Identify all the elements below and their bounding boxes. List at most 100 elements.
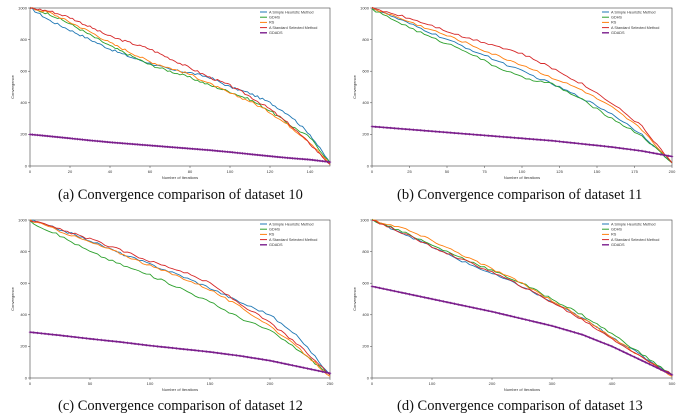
- marker-point: [419, 295, 422, 298]
- marker-point: [316, 159, 319, 162]
- marker-point: [71, 137, 74, 140]
- marker-point: [126, 142, 129, 145]
- marker-point: [242, 355, 245, 358]
- y-tick-label: 400: [362, 312, 369, 317]
- marker-point: [385, 288, 389, 291]
- marker-point: [569, 141, 572, 144]
- marker-point: [173, 146, 177, 149]
- marker-point: [188, 147, 192, 150]
- marker-point: [449, 131, 452, 134]
- marker-point: [640, 359, 644, 362]
- marker-point: [176, 146, 179, 149]
- series-line-a-standard-selected-method: [371, 6, 673, 164]
- marker-point: [111, 339, 114, 343]
- marker-point: [311, 158, 314, 162]
- x-tick-label: 75: [482, 169, 487, 174]
- marker-point: [121, 142, 124, 145]
- marker-point: [554, 139, 557, 143]
- marker-point: [261, 154, 264, 157]
- marker-point: [146, 144, 149, 147]
- marker-point: [73, 335, 77, 339]
- marker-point: [505, 313, 509, 317]
- marker-point: [208, 350, 212, 354]
- y-tick-label: 800: [20, 37, 27, 42]
- chart-a: 0 20 40 60 80 100 120 140 0 200 400 600 800 1000 Numbe…: [10, 5, 332, 180]
- marker-point: [670, 155, 674, 158]
- x-axis-label: Number of Iterations: [504, 175, 540, 180]
- marker-point: [328, 372, 332, 375]
- marker-point: [550, 324, 554, 328]
- marker-point: [532, 320, 535, 323]
- chart-panel-c: 0 50 100 150 200 250 0 200 400 600 800 1000 Number o…: [0, 212, 343, 394]
- marker-point: [520, 137, 524, 140]
- marker-point: [31, 133, 34, 136]
- marker-point: [276, 361, 279, 364]
- legend-entry: GDADS: [269, 243, 283, 247]
- y-tick-label: 600: [20, 281, 27, 286]
- marker-point: [595, 339, 599, 342]
- marker-point: [62, 334, 65, 337]
- marker-point: [141, 343, 144, 346]
- marker-point: [288, 156, 292, 160]
- legend-entry: GDHS: [611, 16, 622, 20]
- x-tick-label: 140: [307, 169, 314, 174]
- marker-point: [306, 367, 309, 370]
- marker-point: [310, 368, 313, 371]
- marker-point: [148, 344, 152, 347]
- marker-point: [63, 136, 67, 140]
- marker-point: [263, 154, 267, 157]
- marker-point: [303, 158, 307, 161]
- marker-point: [28, 330, 32, 334]
- series-line-a-simple-heuristic-method: [371, 219, 673, 376]
- marker-point: [659, 153, 662, 156]
- marker-point: [182, 347, 185, 351]
- marker-point: [55, 333, 58, 337]
- marker-point: [66, 136, 69, 140]
- marker-point: [464, 304, 467, 308]
- marker-point: [141, 143, 144, 147]
- marker-point: [502, 313, 505, 316]
- y-tick-label: 400: [20, 312, 27, 317]
- marker-point: [427, 129, 430, 133]
- marker-point: [88, 337, 92, 341]
- marker-point: [442, 130, 445, 134]
- marker-point: [212, 351, 215, 354]
- legend-entry: RS: [611, 233, 617, 237]
- marker-point: [438, 130, 441, 134]
- chart-d: 0 100 200 300 400 500 0 200 400 600 800 1000 Number …: [352, 217, 676, 392]
- marker-point: [103, 339, 107, 342]
- marker-point: [295, 364, 298, 368]
- y-tick-label: 1000: [18, 217, 28, 222]
- marker-point: [577, 332, 580, 335]
- marker-point: [528, 137, 531, 141]
- marker-point: [430, 297, 434, 301]
- chart-b: 0 25 50 75 100 125 150 175 200 0 200 400 600 800 1000 N…: [352, 5, 676, 180]
- marker-point: [51, 333, 54, 336]
- marker-point: [51, 135, 54, 138]
- marker-point: [145, 343, 148, 347]
- marker-point: [580, 333, 584, 336]
- marker-point: [193, 349, 197, 352]
- marker-point: [490, 310, 494, 313]
- marker-point: [178, 146, 182, 150]
- marker-point: [603, 145, 606, 148]
- marker-point: [483, 134, 486, 137]
- marker-point: [58, 334, 62, 337]
- marker-point: [498, 312, 501, 315]
- marker-point: [223, 352, 227, 356]
- legend-entry: GDHS: [611, 228, 622, 232]
- marker-point: [667, 371, 670, 375]
- legend-entry: A Simple Heuristic Method: [611, 10, 656, 14]
- marker-point: [278, 155, 282, 159]
- series-line-a-simple-heuristic-method: [371, 8, 673, 164]
- marker-point: [573, 141, 576, 145]
- marker-point: [513, 136, 516, 139]
- marker-point: [419, 129, 422, 132]
- marker-point: [287, 363, 290, 366]
- x-tick-label: 0: [29, 381, 32, 386]
- marker-point: [468, 133, 471, 136]
- marker-point: [221, 150, 224, 153]
- marker-point: [137, 343, 140, 346]
- marker-point: [171, 146, 174, 149]
- x-tick-label: 100: [227, 169, 234, 174]
